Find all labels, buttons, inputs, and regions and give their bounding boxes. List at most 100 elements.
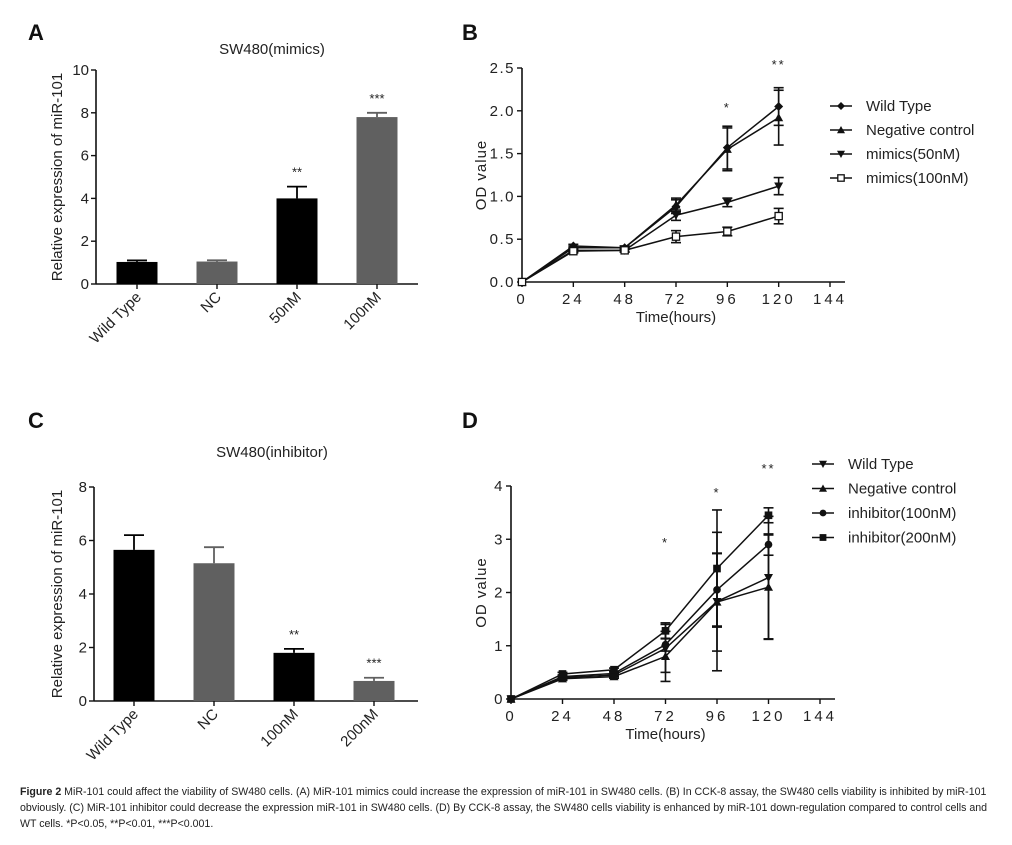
marker-square-open (517, 277, 527, 287)
legend-label: Wild Type (866, 98, 932, 115)
x-tick-label: 24 (562, 291, 585, 308)
x-tick-label: 144 (813, 291, 847, 308)
marker-triangle-down (774, 182, 784, 191)
marker-circle (764, 540, 773, 549)
series-line (510, 586, 769, 700)
y-tick-label: 8 (81, 105, 89, 122)
series-line (510, 576, 769, 700)
marker-square (764, 511, 773, 520)
x-tick-label: 0 (516, 291, 527, 308)
panel-letter-d: D (462, 408, 478, 433)
chart-title: SW480(inhibitor) (216, 444, 328, 461)
y-axis-label: OD value (473, 557, 490, 628)
y-tick-label: 6 (79, 533, 87, 550)
series-line (521, 185, 779, 283)
series-line (521, 117, 780, 283)
marker-square (661, 627, 670, 635)
y-axis-label: OD value (473, 140, 490, 211)
legend-item: inhibitor(100nM) (812, 505, 956, 522)
marker-triangle-up (837, 126, 845, 134)
y-tick-label: 1 (494, 638, 504, 655)
x-axis-label: Time(hours) (625, 726, 705, 743)
x-tick-label: 96 (716, 291, 739, 308)
bar (116, 261, 158, 284)
marker-diamond (837, 102, 845, 110)
caption-text: MiR-101 could affect the viability of SW… (20, 786, 988, 830)
x-tick-label: 50nM (266, 289, 305, 328)
significance-marker: * (662, 535, 669, 550)
chart-title: SW480(mimics) (219, 41, 325, 58)
marker-square (558, 670, 567, 678)
legend-item: Negative control (812, 481, 956, 498)
x-tick-label: NC (194, 706, 221, 733)
y-tick-label: 0 (79, 693, 87, 710)
bar (276, 198, 318, 284)
series-line (521, 215, 779, 283)
legend-label: Negative control (866, 122, 974, 139)
marker-triangle-down (819, 460, 827, 468)
marker-triangle-up (819, 484, 827, 492)
bar (113, 549, 155, 701)
y-tick-label: 4 (79, 586, 87, 603)
significance-marker: * (724, 100, 731, 115)
panel-letter-a: A (28, 20, 44, 45)
y-tick-label: 2.5 (490, 60, 515, 77)
marker-square (713, 564, 721, 573)
y-tick-label: 4 (494, 478, 504, 495)
bar (356, 117, 398, 284)
x-tick-label: 100nM (340, 289, 384, 333)
x-tick-label: NC (197, 289, 224, 316)
panel-letter-b: B (462, 20, 478, 45)
marker-square-open (723, 227, 732, 236)
legend-label: Wild Type (848, 456, 914, 473)
chart-d: D 0 1 2 3 4 0 24 48 72 96 120 144 Time(hours) OD value… (462, 408, 956, 743)
x-tick-label: 120 (751, 708, 785, 725)
chart-a: A SW480(mimics) 0 2 4 6 8 10 Relative expression… (28, 20, 418, 347)
y-tick-label: 0.5 (490, 231, 515, 248)
y-tick-label: 0 (494, 691, 504, 708)
y-tick-label: 10 (72, 62, 89, 79)
x-tick-label: 100nM (257, 706, 301, 750)
series-mimics-100nm- (517, 207, 784, 287)
legend-item: mimics(100nM) (830, 170, 969, 187)
series-line (510, 544, 769, 700)
marker-square-open (671, 232, 681, 241)
caption-figure-label: Figure 2 (20, 786, 62, 798)
marker-triangle-down (671, 211, 681, 220)
panel-letter-c: C (28, 408, 44, 433)
x-tick-label: 48 (603, 708, 626, 725)
y-tick-label: 2.0 (490, 103, 515, 120)
significance-marker: * (713, 485, 720, 500)
bar (353, 680, 395, 701)
marker-triangle-up (722, 144, 732, 153)
significance-marker: ** (772, 57, 786, 72)
legend-item: inhibitor(200nM) (812, 530, 956, 547)
y-tick-label: 1.5 (490, 146, 515, 163)
x-tick-label: 48 (613, 291, 636, 308)
significance-marker: ** (292, 165, 302, 180)
y-axis-label: Relative expression of miR-101 (49, 490, 66, 698)
chart-b: B 0.0 0.5 1.0 1.5 2.0 2.5 0 24 48 72 96 120 144 Time(h… (462, 20, 974, 326)
series-wild-type (517, 86, 784, 287)
y-tick-label: 2 (79, 640, 87, 657)
marker-square-open (620, 246, 629, 255)
series-wild-type (506, 515, 774, 704)
y-tick-label: 4 (81, 190, 89, 207)
x-tick-label: 200nM (337, 706, 381, 750)
bar (196, 261, 238, 284)
legend-item: Wild Type (812, 456, 914, 473)
x-tick-label: 72 (654, 708, 677, 725)
y-tick-label: 2 (494, 585, 504, 602)
x-axis-label: Time(hours) (636, 309, 716, 326)
x-tick-label: 96 (706, 708, 729, 725)
legend-label: inhibitor(200nM) (848, 530, 956, 547)
x-tick-label: 72 (665, 291, 688, 308)
y-axis-label: Relative expression of miR-101 (49, 73, 66, 281)
legend-label: Negative control (848, 481, 956, 498)
y-tick-label: 0 (81, 276, 89, 293)
marker-square (819, 534, 827, 541)
series-negative-control (506, 534, 774, 703)
series-inhibitor-100nm- (507, 533, 774, 703)
marker-square-open (837, 174, 845, 182)
